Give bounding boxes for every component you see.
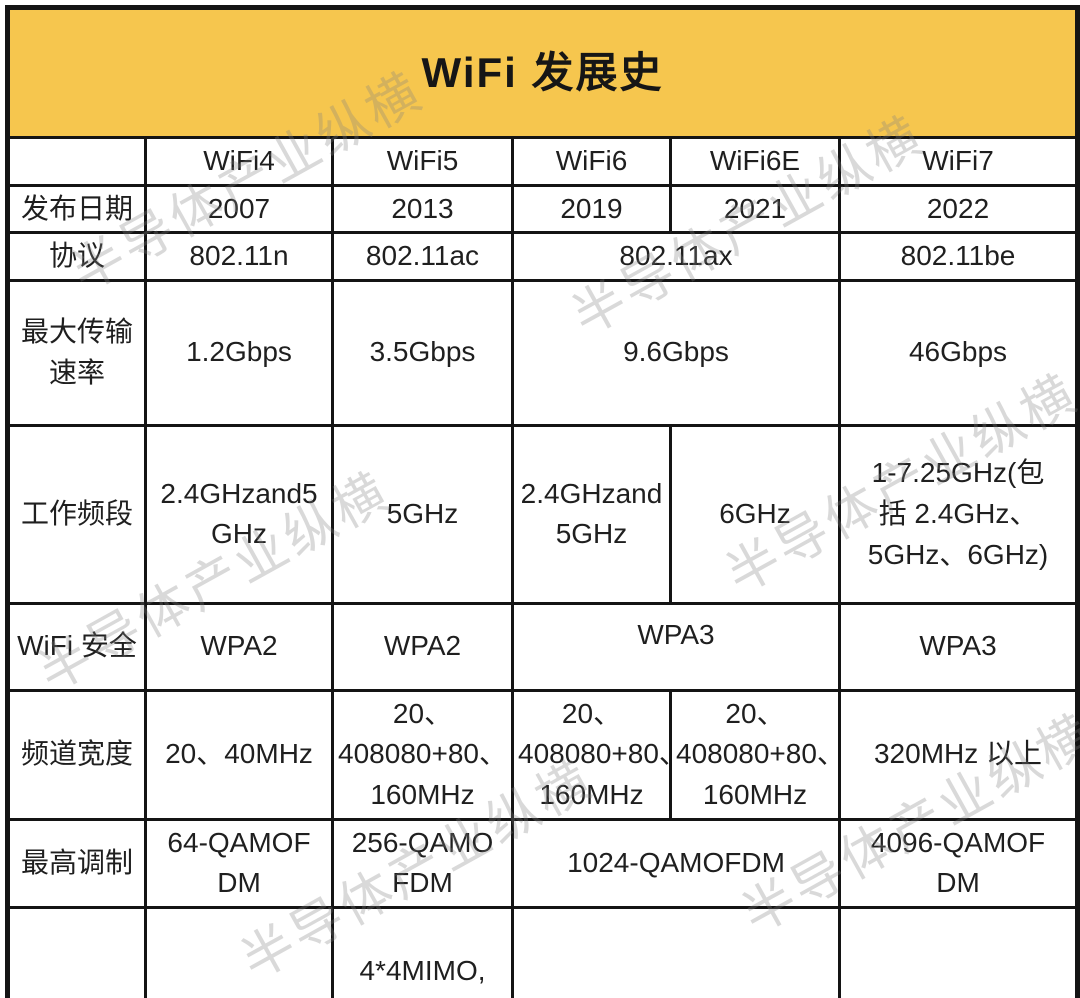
cell-max-speed-wifi6-6e: 9.6Gbps	[511, 278, 841, 427]
cell-channel-width-wifi4: 20、40MHz	[144, 688, 334, 821]
cell-mimo-wifi7: 16*16MU-MI MO	[837, 905, 1080, 998]
cell-modulation-wifi7: 4096-QAMOF DM	[837, 817, 1080, 909]
max-speed-row: 最大传输 速率 1.2Gbps 3.5Gbps 9.6Gbps 46Gbps	[6, 278, 1080, 427]
cell-max-speed-wifi5: 3.5Gbps	[331, 278, 514, 427]
cell-protocol-wifi7: 802.11be	[837, 231, 1080, 282]
cell-max-speed-wifi4: 1.2Gbps	[144, 278, 334, 427]
cell-max-speed-wifi7: 46Gbps	[837, 278, 1080, 427]
row-label-security: WiFi 安全	[6, 601, 147, 692]
column-header-wifi6e: WiFi6E	[669, 136, 841, 187]
row-label-modulation: 最高调制	[6, 817, 147, 909]
cell-mimo-wifi6-6e: 8*8UL/DLMU-MIMO	[511, 905, 841, 998]
column-header-wifi5: WiFi5	[331, 136, 514, 187]
row-label-channel-width: 频道宽度	[6, 688, 147, 821]
cell-release-date-wifi6: 2019	[511, 183, 672, 235]
cell-channel-width-wifi6: 20、 408080+80、 160MHz	[511, 688, 672, 821]
cell-band-wifi6e: 6GHz	[669, 423, 841, 605]
cell-mimo-wifi5: 4*4MIMO, DLMU-MIM O	[331, 905, 514, 998]
mimo-row: MIMO 4*4MIMO 4*4MIMO, DLMU-MIM O 8*8UL/D…	[6, 905, 1080, 998]
row-label-band: 工作频段	[6, 423, 147, 605]
cell-release-date-wifi6e: 2021	[669, 183, 841, 235]
security-row: WiFi 安全 WPA2 WPA2 WPA3 WPA3	[6, 601, 1080, 692]
cell-modulation-wifi6-6e: 1024-QAMOFDM	[511, 817, 841, 909]
row-label-max-speed: 最大传输 速率	[6, 278, 147, 427]
modulation-row: 最高调制 64-QAMOF DM 256-QAMO FDM 1024-QAMOF…	[6, 817, 1080, 909]
cell-band-wifi6: 2.4GHzand 5GHz	[511, 423, 672, 605]
release-date-row: 发布日期 2007 2013 2019 2021 2022	[6, 183, 1080, 235]
cell-band-wifi7: 1-7.25GHz(包 括 2.4GHz、 5GHz、6GHz)	[837, 423, 1080, 605]
cell-modulation-wifi5: 256-QAMO FDM	[331, 817, 514, 909]
cell-channel-width-wifi7: 320MHz 以上	[837, 688, 1080, 821]
wifi-history-table: WiFi 发展史 WiFi4 WiFi5 WiFi6 WiFi6E WiFi7 …	[5, 5, 1080, 998]
header-blank-cell	[6, 136, 147, 187]
band-row: 工作频段 2.4GHzand5 GHz 5GHz 2.4GHzand 5GHz …	[6, 423, 1080, 605]
cell-modulation-wifi4: 64-QAMOF DM	[144, 817, 334, 909]
cell-protocol-wifi6-6e: 802.11ax	[511, 231, 841, 282]
channel-width-row: 频道宽度 20、40MHz 20、 408080+80、 160MHz 20、 …	[6, 688, 1080, 821]
row-label-protocol: 协议	[6, 231, 147, 282]
cell-channel-width-wifi6e: 20、 408080+80、 160MHz	[669, 688, 841, 821]
row-label-release-date: 发布日期	[6, 183, 147, 235]
column-header-wifi7: WiFi7	[837, 136, 1080, 187]
cell-channel-width-wifi5: 20、 408080+80、 160MHz	[331, 688, 514, 821]
title-row: WiFi 发展史	[5, 6, 1080, 139]
protocol-row: 协议 802.11n 802.11ac 802.11ax 802.11be	[6, 231, 1080, 282]
cell-security-wifi5: WPA2	[331, 601, 514, 692]
cell-release-date-wifi4: 2007	[144, 183, 334, 235]
cell-release-date-wifi7: 2022	[837, 183, 1080, 235]
cell-protocol-wifi4: 802.11n	[144, 231, 334, 282]
mimo-wifi5-line1: 4*4MIMO,	[359, 955, 486, 987]
cell-mimo-wifi4: 4*4MIMO	[144, 905, 334, 998]
cell-security-wifi4: WPA2	[144, 601, 334, 692]
cell-security-wifi6-6e: WPA3	[511, 601, 841, 692]
cell-protocol-wifi5: 802.11ac	[331, 231, 514, 282]
cell-release-date-wifi5: 2013	[331, 183, 514, 235]
table-title: WiFi 发展史	[5, 6, 1080, 139]
header-row: WiFi4 WiFi5 WiFi6 WiFi6E WiFi7	[6, 136, 1080, 187]
column-header-wifi6: WiFi6	[511, 136, 672, 187]
cell-band-wifi5: 5GHz	[331, 423, 514, 605]
column-header-wifi4: WiFi4	[144, 136, 334, 187]
cell-security-wifi7: WPA3	[837, 601, 1080, 692]
cell-band-wifi4: 2.4GHzand5 GHz	[144, 423, 334, 605]
row-label-mimo: MIMO	[6, 905, 147, 998]
